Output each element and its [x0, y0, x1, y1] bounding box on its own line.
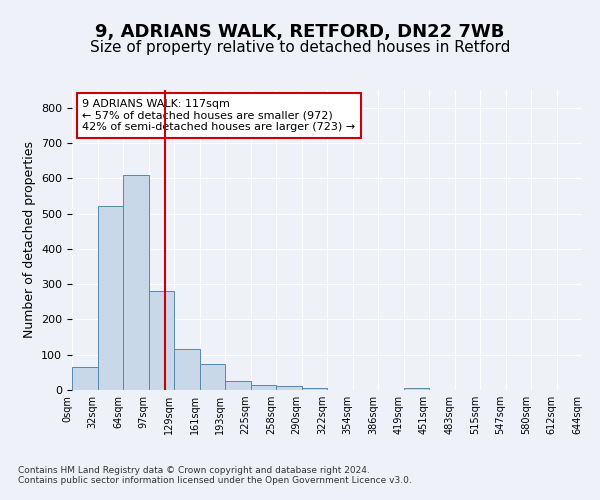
Bar: [72, 367, 97, 390]
Text: 9 ADRIANS WALK: 117sqm
← 57% of detached houses are smaller (972)
42% of semi-de: 9 ADRIANS WALK: 117sqm ← 57% of detached…: [82, 99, 355, 132]
Bar: [174, 350, 199, 390]
Bar: [225, 381, 251, 390]
Bar: [123, 174, 149, 390]
Bar: [404, 388, 429, 390]
Text: 9, ADRIANS WALK, RETFORD, DN22 7WB: 9, ADRIANS WALK, RETFORD, DN22 7WB: [95, 24, 505, 42]
Text: Contains HM Land Registry data © Crown copyright and database right 2024.
Contai: Contains HM Land Registry data © Crown c…: [18, 466, 412, 485]
Y-axis label: Number of detached properties: Number of detached properties: [23, 142, 35, 338]
Bar: [302, 388, 327, 390]
Text: Size of property relative to detached houses in Retford: Size of property relative to detached ho…: [90, 40, 510, 55]
Bar: [149, 291, 174, 390]
Bar: [251, 384, 276, 390]
Bar: [276, 386, 302, 390]
Bar: [97, 206, 123, 390]
Bar: [199, 364, 225, 390]
